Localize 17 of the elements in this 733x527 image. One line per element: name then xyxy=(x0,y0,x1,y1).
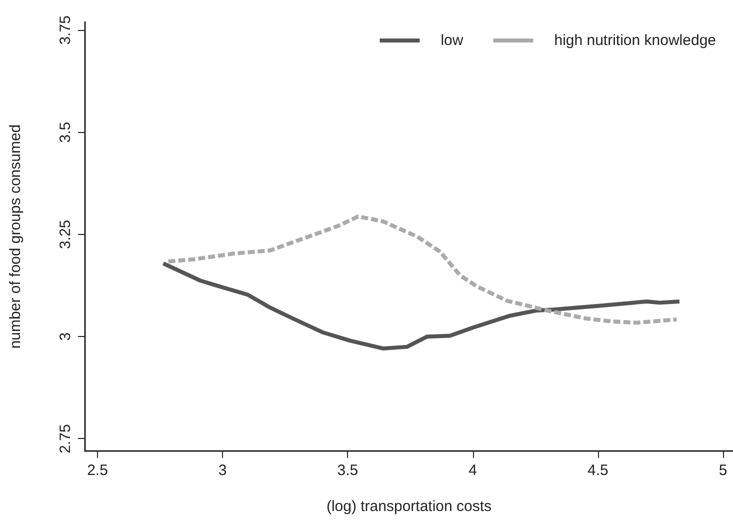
x-tick-label: 3 xyxy=(218,462,227,479)
y-tick-label: 3.5 xyxy=(57,122,74,143)
legend-label: low xyxy=(440,32,464,49)
x-tick-label: 5 xyxy=(718,462,728,479)
x-tick-label: 3.5 xyxy=(337,462,358,479)
line-series xyxy=(166,214,679,325)
y-tick-label: 2.75 xyxy=(57,424,74,454)
x-tick-label: 4 xyxy=(468,462,477,479)
x-axis-title: (log) transportation costs xyxy=(326,498,492,515)
y-tick-label: 3.25 xyxy=(57,220,74,250)
x-tick-label: 4.5 xyxy=(587,462,608,479)
y-tick-label: 3 xyxy=(57,332,74,341)
x-tick-label: 2.5 xyxy=(87,462,108,479)
legend-label: high nutrition knowledge xyxy=(554,32,716,49)
y-axis-title: number of food groups consumed xyxy=(7,124,24,349)
line-series xyxy=(161,261,682,350)
y-tick-label: 3.75 xyxy=(57,16,74,45)
